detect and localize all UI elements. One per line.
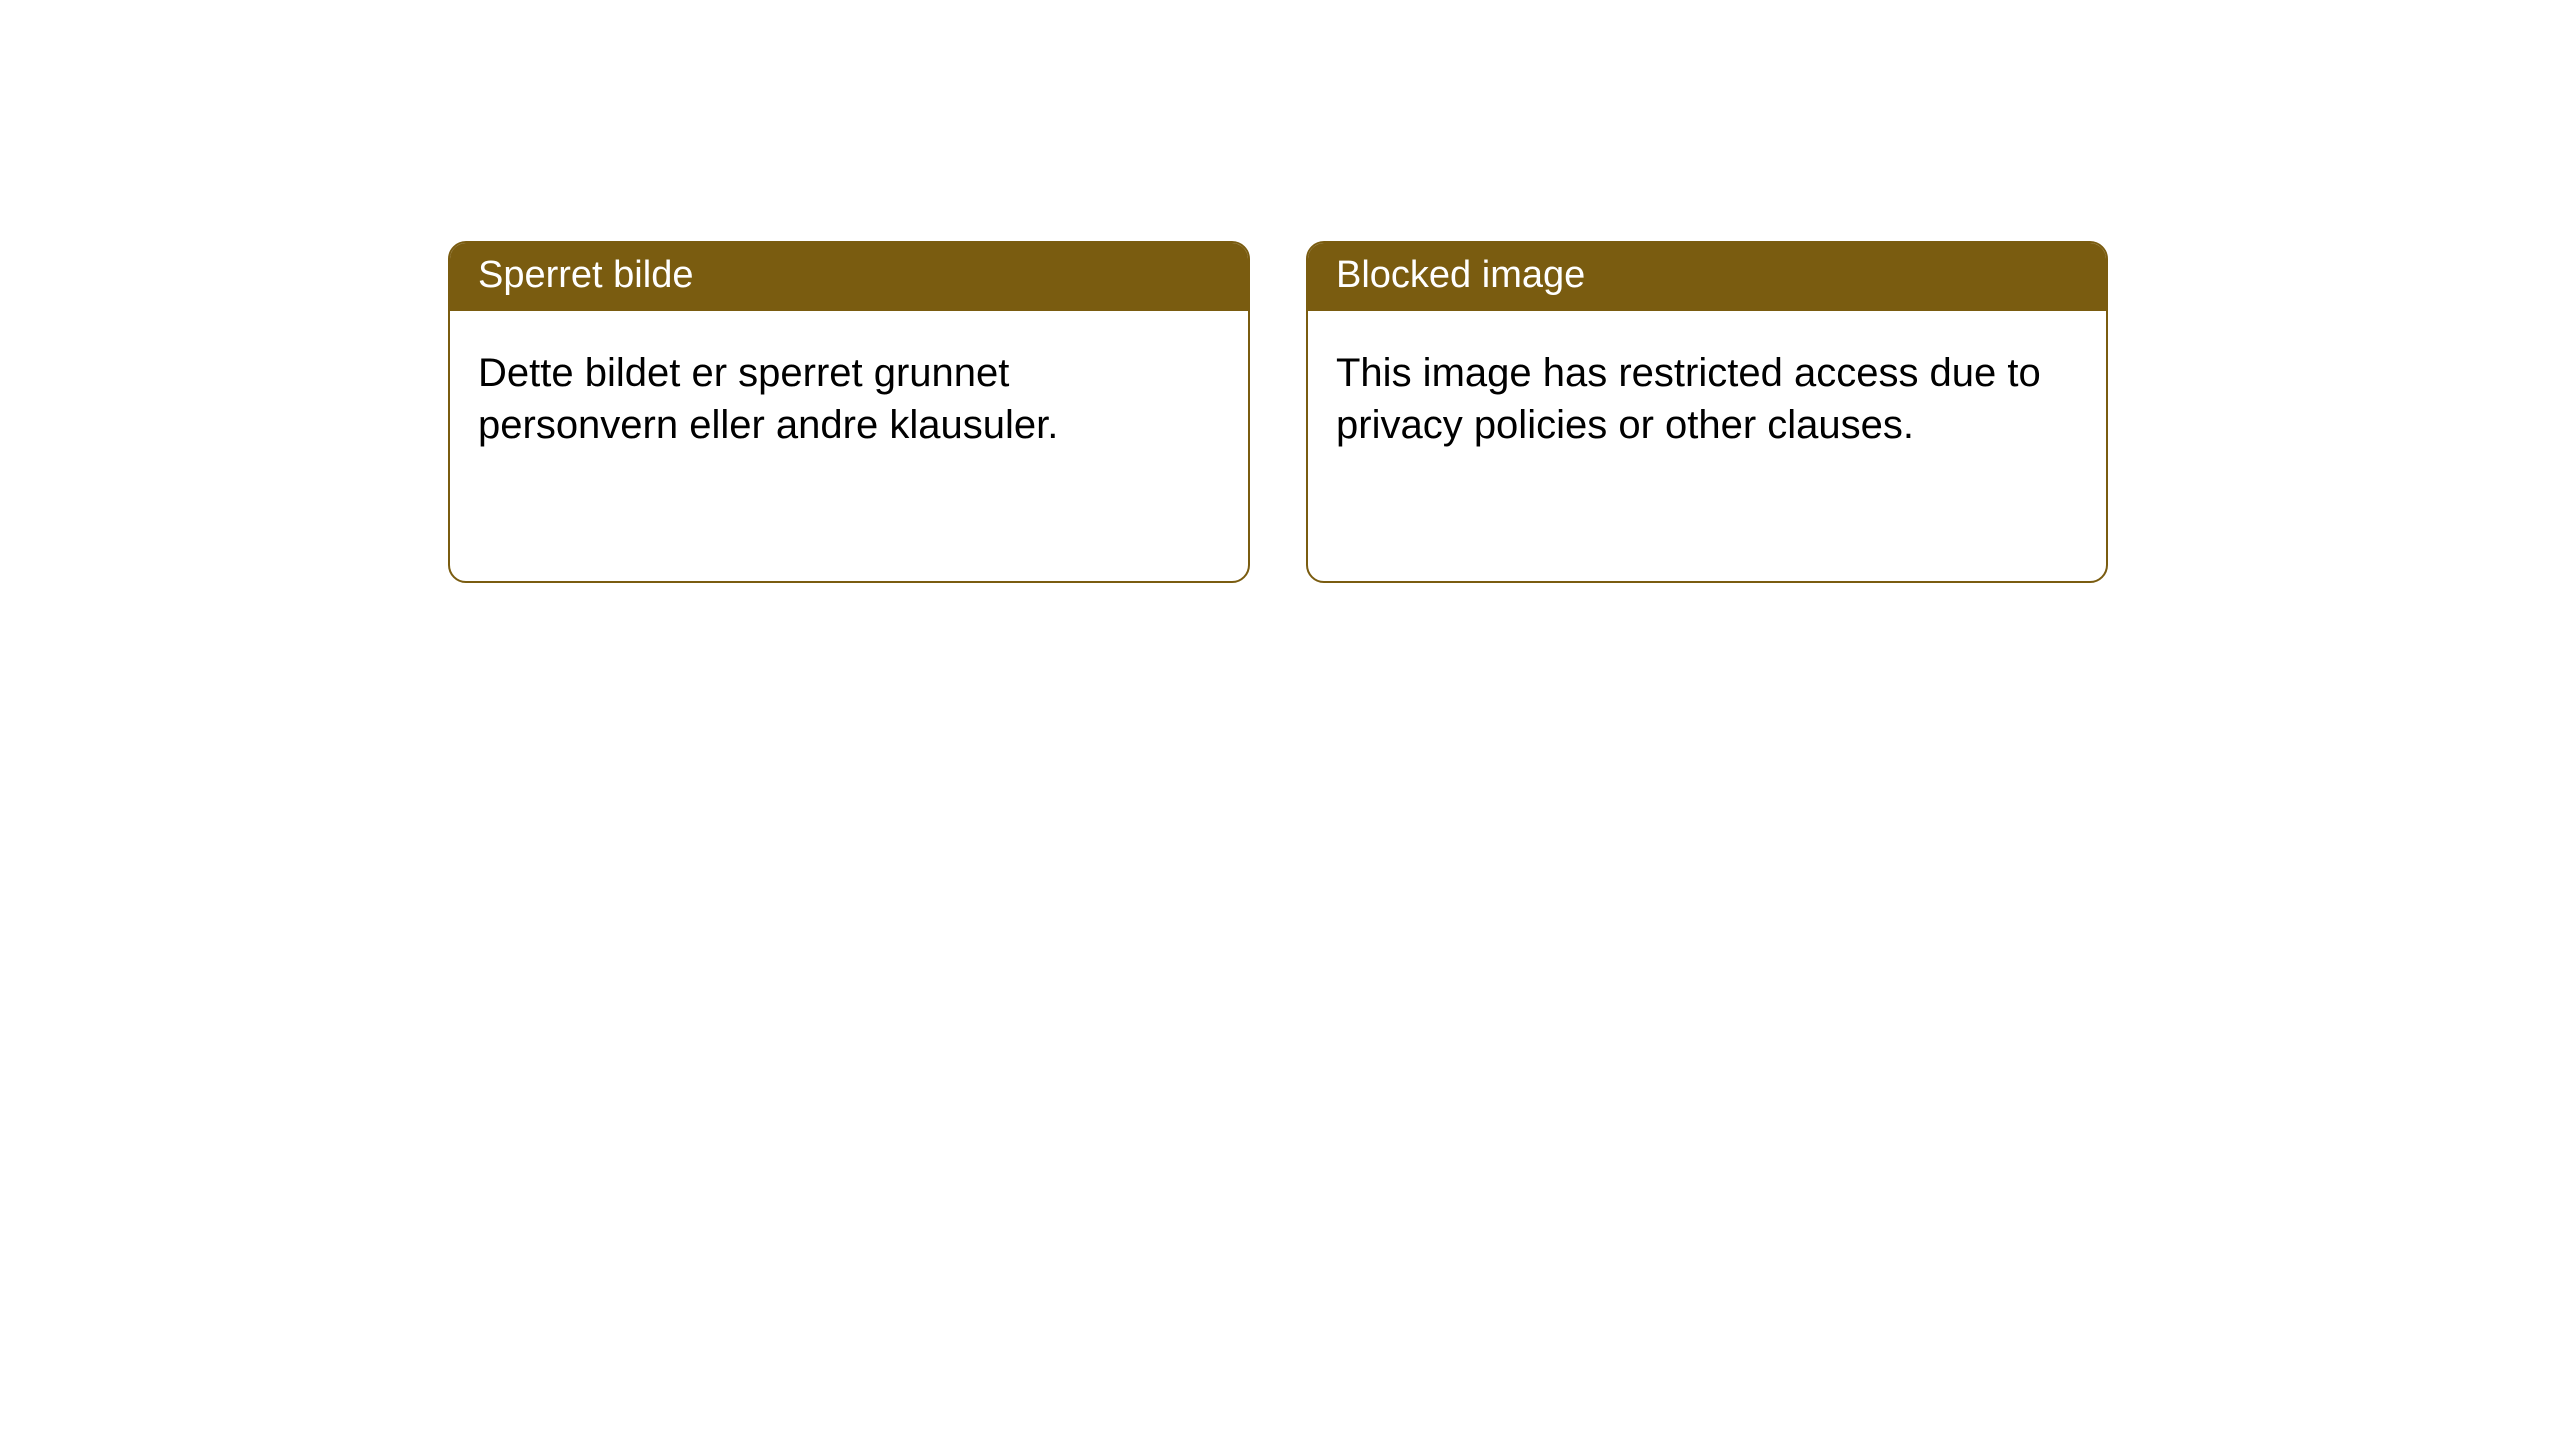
notice-card-norwegian: Sperret bilde Dette bildet er sperret gr… xyxy=(448,241,1250,583)
notice-header-norwegian: Sperret bilde xyxy=(450,243,1248,311)
notice-header-english: Blocked image xyxy=(1308,243,2106,311)
notice-body-norwegian: Dette bildet er sperret grunnet personve… xyxy=(450,311,1248,581)
notice-body-english: This image has restricted access due to … xyxy=(1308,311,2106,581)
notice-card-english: Blocked image This image has restricted … xyxy=(1306,241,2108,583)
notice-container: Sperret bilde Dette bildet er sperret gr… xyxy=(448,241,2108,583)
